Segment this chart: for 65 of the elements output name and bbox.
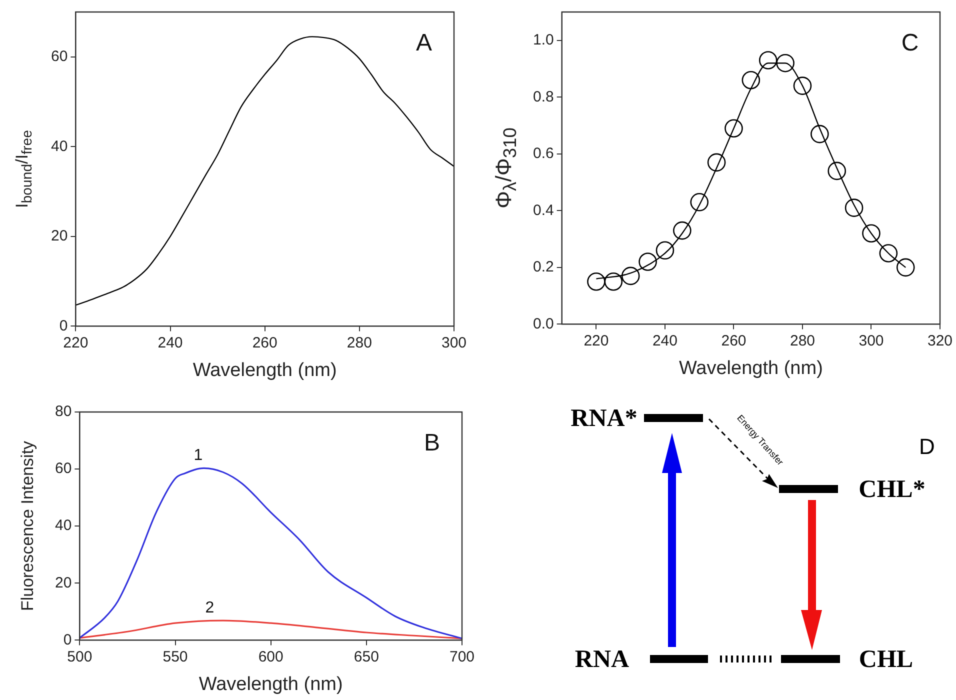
x-tick-label: 300 bbox=[441, 334, 467, 352]
point bbox=[828, 162, 846, 180]
point bbox=[758, 51, 778, 70]
point bbox=[673, 221, 692, 240]
y-tick-label: 0 bbox=[63, 631, 72, 648]
y-tick-label: 0.2 bbox=[532, 258, 554, 276]
x-tick-label: 220 bbox=[584, 332, 609, 350]
x-tick-label: 240 bbox=[652, 332, 678, 350]
line-series bbox=[76, 36, 454, 306]
y-tick-label: 40 bbox=[50, 138, 68, 155]
x-tick-label: 260 bbox=[252, 334, 278, 352]
point bbox=[810, 124, 829, 144]
y-tick-label: 20 bbox=[50, 228, 68, 245]
point bbox=[638, 252, 657, 271]
text: CHL bbox=[858, 646, 914, 673]
x-tick-label: 550 bbox=[162, 648, 188, 666]
point bbox=[690, 193, 709, 212]
annotation: C bbox=[901, 30, 919, 57]
y-tick-label: 40 bbox=[54, 517, 72, 534]
y-tick-label: 0.8 bbox=[532, 88, 554, 106]
annotation: 1 bbox=[194, 446, 203, 464]
y-tick-label: 0.6 bbox=[532, 145, 554, 162]
y-tick-label: 60 bbox=[54, 460, 72, 478]
point bbox=[587, 272, 606, 291]
point bbox=[742, 70, 760, 90]
y-tick-label: 80 bbox=[54, 403, 72, 420]
annotation: 2 bbox=[205, 600, 214, 617]
y-axis-title: Fluorescence Intensity bbox=[18, 441, 38, 612]
text: CHL* bbox=[858, 476, 926, 503]
annotation: A bbox=[416, 30, 432, 57]
x-tick-label: 260 bbox=[721, 332, 746, 350]
text: RNA bbox=[574, 646, 630, 673]
x-tick-label: 600 bbox=[258, 648, 284, 666]
point bbox=[793, 76, 812, 95]
point bbox=[862, 224, 880, 243]
y-tick-label: 60 bbox=[50, 48, 68, 66]
x-tick-label: 280 bbox=[346, 334, 372, 352]
point bbox=[656, 241, 674, 260]
y-tick-label: 0.4 bbox=[532, 202, 554, 219]
y-tick-label: 0 bbox=[59, 317, 68, 334]
x-tick-label: 240 bbox=[158, 334, 183, 352]
point bbox=[776, 54, 794, 72]
point bbox=[724, 119, 743, 138]
x-axis-title: Wavelength (nm) bbox=[198, 674, 343, 695]
point bbox=[621, 266, 640, 286]
text: D bbox=[919, 434, 935, 459]
y-tick-label: 1.0 bbox=[532, 32, 554, 49]
point bbox=[707, 153, 726, 172]
x-tick-label: 320 bbox=[927, 332, 953, 350]
x-axis-title: Wavelength (nm) bbox=[678, 358, 823, 379]
x-axis-title: Wavelength (nm) bbox=[192, 360, 337, 381]
point bbox=[879, 244, 898, 262]
text: RNA* bbox=[570, 405, 638, 432]
x-tick-label: 500 bbox=[67, 648, 92, 666]
x-tick-label: 650 bbox=[354, 648, 379, 666]
point bbox=[844, 198, 864, 217]
x-tick-label: 280 bbox=[790, 332, 816, 350]
annotation: B bbox=[424, 430, 440, 457]
x-tick-label: 700 bbox=[449, 648, 475, 666]
x-tick-label: 300 bbox=[858, 332, 884, 350]
y-tick-label: 20 bbox=[54, 574, 72, 592]
y-tick-label: 0.0 bbox=[532, 315, 554, 332]
x-tick-label: 220 bbox=[63, 334, 88, 352]
point bbox=[896, 258, 915, 277]
point bbox=[604, 272, 623, 291]
